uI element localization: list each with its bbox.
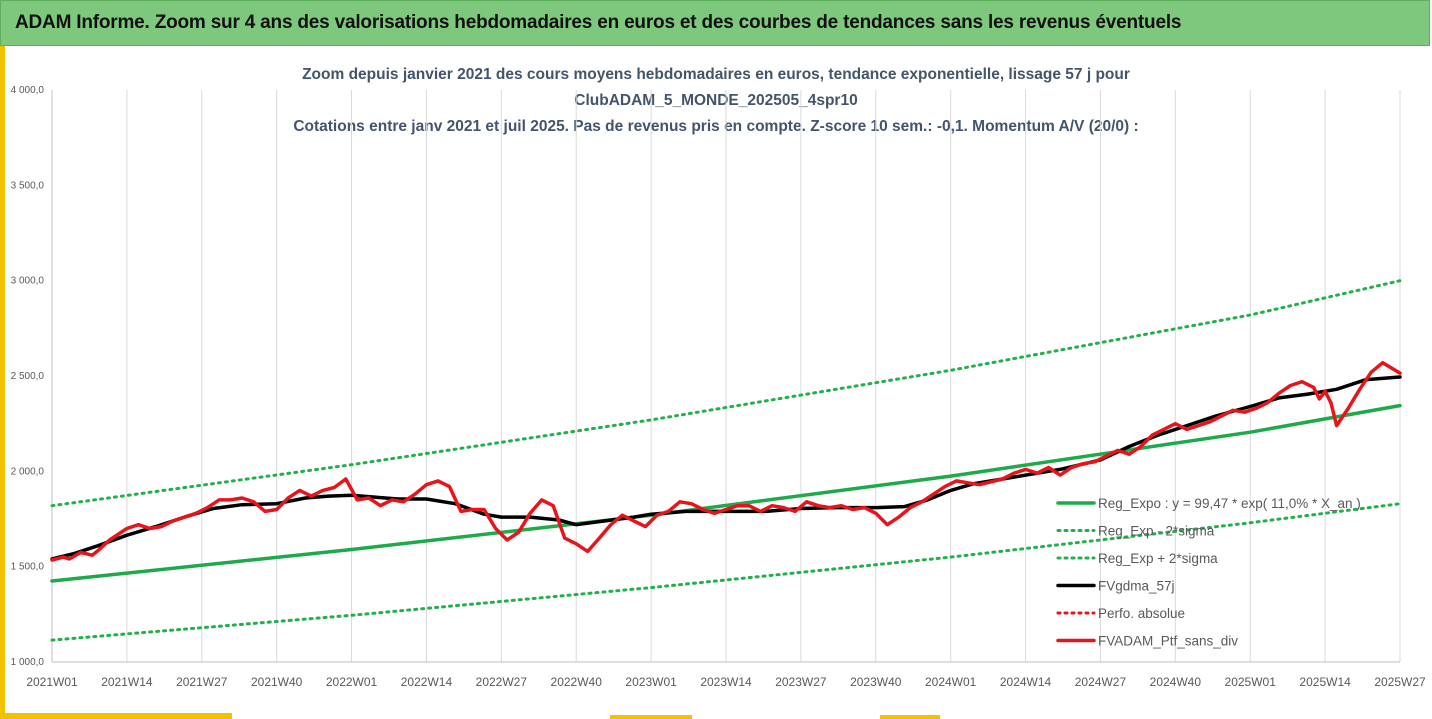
legend-label: Reg_Expo : y = 99,47 * exp( 11,0% * X_an… <box>1098 496 1361 511</box>
y-tick-label: 3 500,0 <box>11 180 45 191</box>
x-tick-label: 2021W27 <box>176 675 228 689</box>
x-tick-label: 2022W40 <box>551 675 603 689</box>
x-tick-label: 2025W27 <box>1374 675 1426 689</box>
series-line <box>50 279 1402 508</box>
x-tick-label: 2022W27 <box>476 675 528 689</box>
accent-strip <box>880 715 940 719</box>
y-tick-label: 4 000,0 <box>11 85 45 96</box>
legend-label: FVADAM_Ptf_sans_div <box>1098 634 1238 649</box>
x-tick-label: 2023W01 <box>625 675 677 689</box>
x-tick-label: 2023W14 <box>700 675 752 689</box>
y-tick-label: 2 500,0 <box>11 371 45 382</box>
page-title: ADAM Informe. Zoom sur 4 ans des valoris… <box>15 12 1182 33</box>
grid-lines <box>51 90 1401 662</box>
x-tick-label: 2024W01 <box>925 675 977 689</box>
y-tick-label: 2 000,0 <box>11 466 45 477</box>
chart-title-line-2: ClubADAM_5_MONDE_202505_4spr10 <box>574 92 858 109</box>
chart-title-line-1: Zoom depuis janvier 2021 des cours moyen… <box>302 66 1130 83</box>
series-line <box>50 403 1402 583</box>
x-tick-label: 2021W01 <box>26 675 78 689</box>
series <box>50 279 1402 642</box>
legend-label: Perfo. absolue <box>1098 606 1185 621</box>
y-tick-label: 3 000,0 <box>11 276 45 287</box>
chart-title-line-3: Cotations entre janv 2021 et juil 2025. … <box>293 118 1139 135</box>
x-tick-label: 2025W14 <box>1299 675 1351 689</box>
accent-strip <box>0 46 5 719</box>
chart-area: Zoom depuis janvier 2021 des cours moyen… <box>0 46 1432 719</box>
x-tick-label: 2023W40 <box>850 675 902 689</box>
legend-label: Reg_Exp + 2*sigma <box>1098 551 1218 566</box>
y-tick-label: 1 500,0 <box>11 562 45 573</box>
axes: 2021W01 2021W14 2021W27 2021W40 2022W01 2022W… <box>11 85 1426 689</box>
x-tick-label: 2022W01 <box>326 675 378 689</box>
page-header-banner: ADAM Informe. Zoom sur 4 ans des valoris… <box>0 0 1430 46</box>
x-tick-label: 2024W27 <box>1075 675 1127 689</box>
y-tick-label: 1 000,0 <box>11 657 45 668</box>
accent-strip <box>0 713 232 719</box>
legend-label: Reg_Exp - 2*sigma <box>1098 524 1215 539</box>
series-line <box>50 502 1402 642</box>
legend: Reg_Expo : y = 99,47 * exp( 11,0% * X_an… <box>1056 496 1361 649</box>
x-tick-label: 2021W40 <box>251 675 303 689</box>
accent-strip <box>610 715 692 719</box>
x-tick-label: 2024W14 <box>1000 675 1052 689</box>
x-tick-label: 2023W27 <box>775 675 827 689</box>
x-tick-label: 2021W14 <box>101 675 153 689</box>
legend-label: FVgdma_57j <box>1098 579 1175 594</box>
x-tick-label: 2025W01 <box>1225 675 1277 689</box>
series-line <box>50 360 1402 562</box>
x-tick-label: 2024W40 <box>1150 675 1202 689</box>
x-tick-label: 2022W14 <box>401 675 453 689</box>
